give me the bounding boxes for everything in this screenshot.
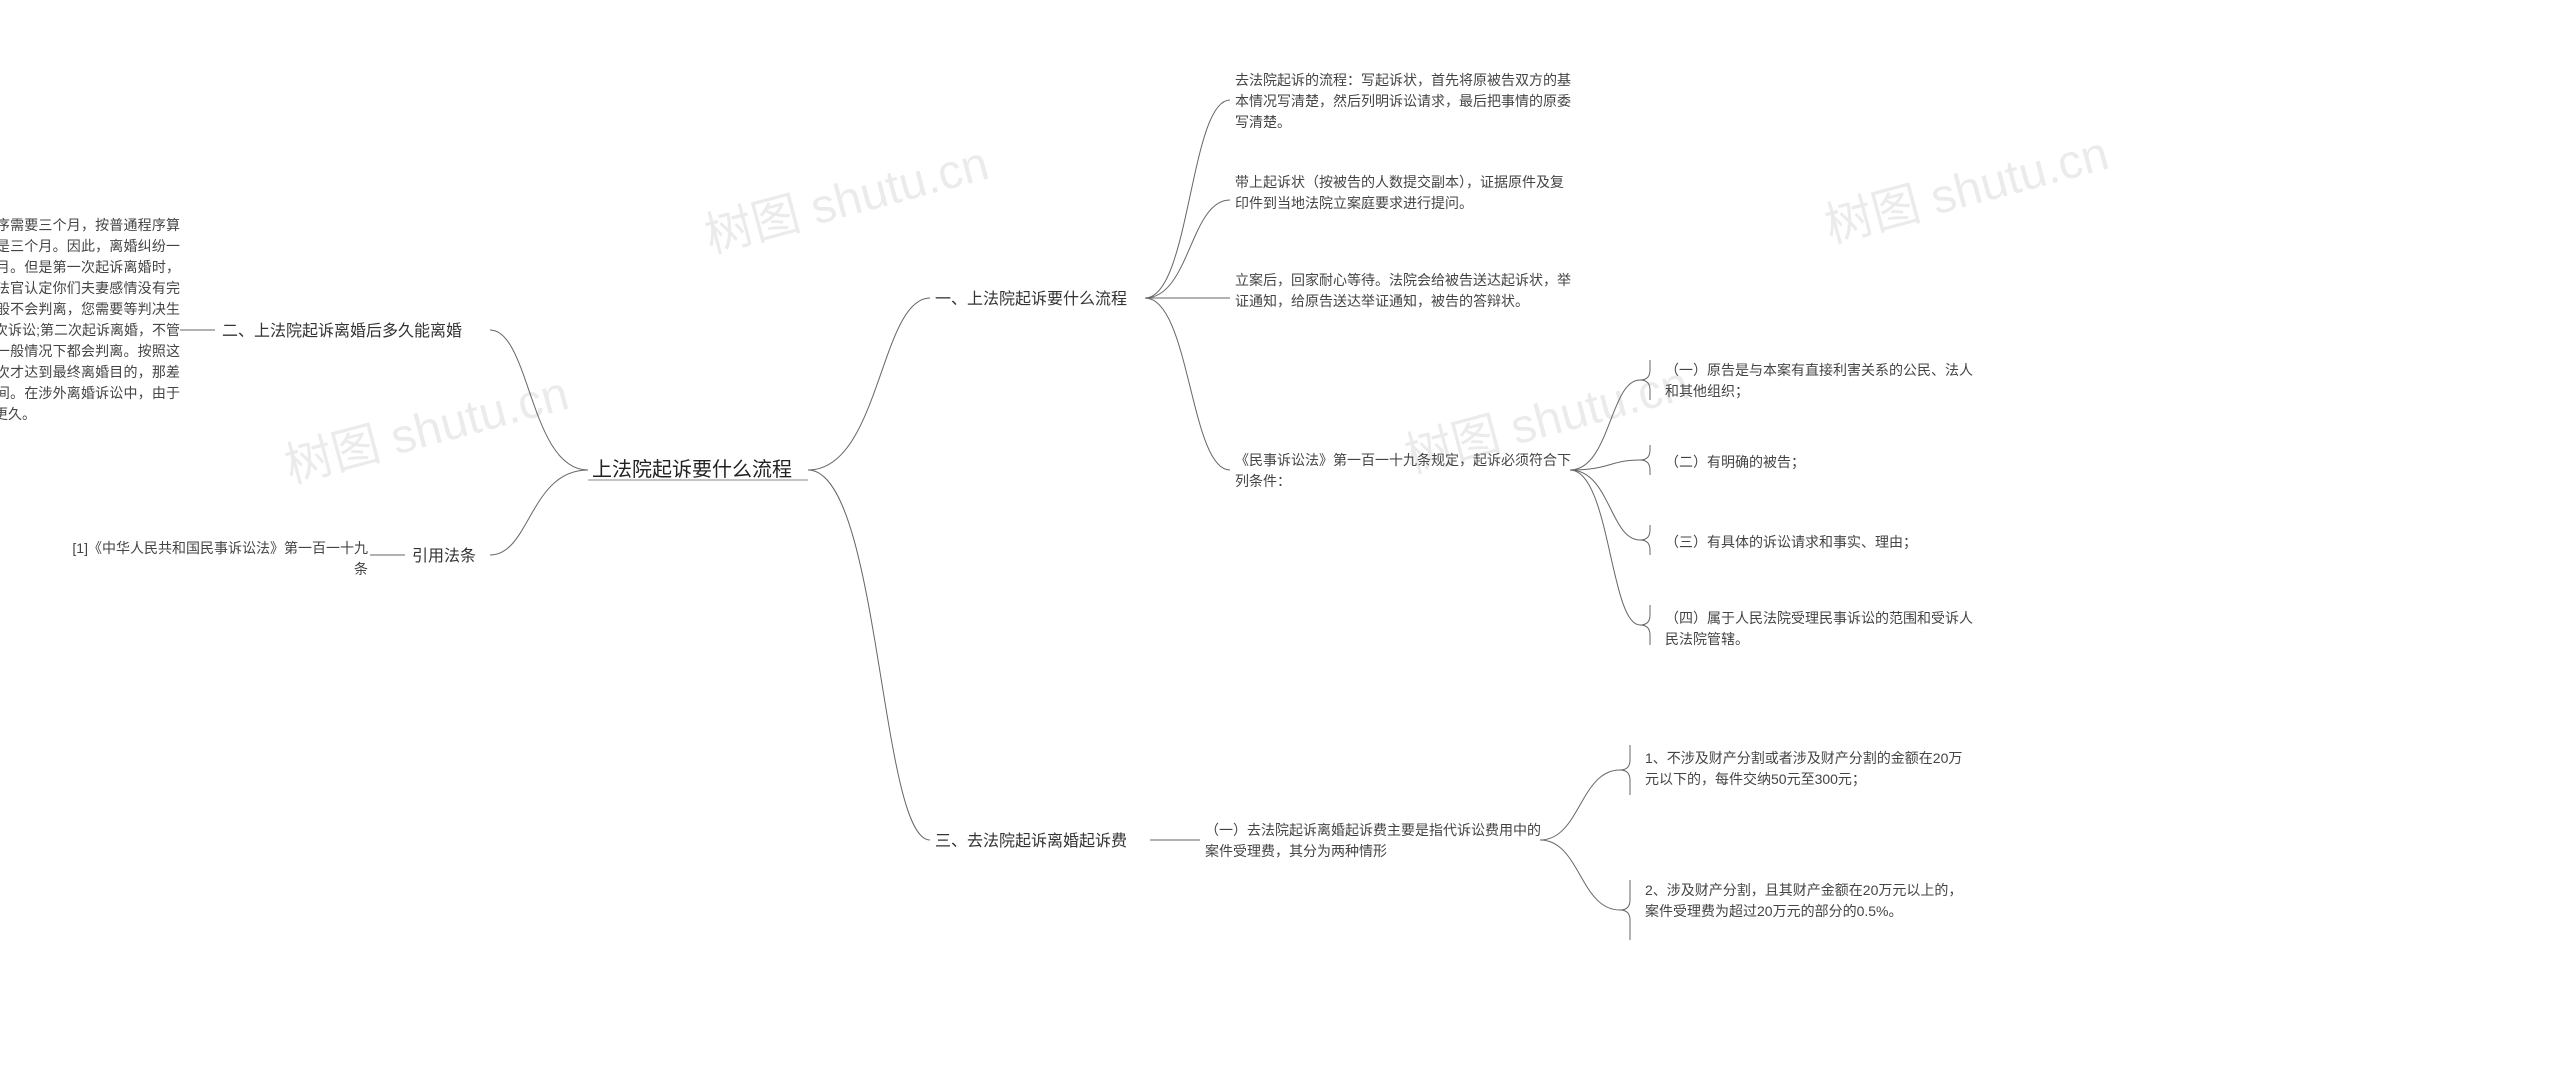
- leaf-fee-intro: （一）去法院起诉离婚起诉费主要是指代诉讼费用中的案件受理费，其分为两种情形: [1205, 820, 1545, 862]
- leaf-procedure-step2: 带上起诉状（按被告的人数提交副本），证据原件及复印件到当地法院立案庭要求进行提问…: [1235, 172, 1575, 214]
- mindmap-connectors: [0, 0, 2560, 1084]
- branch-fee: 三、去法院起诉离婚起诉费: [935, 830, 1127, 854]
- leaf-law-cond4: （四）属于人民法院受理民事诉讼的范围和受诉人民法院管辖。: [1665, 608, 1985, 650]
- leaf-divorce-duration-text: 通常离婚案件按照简易程序需要三个月，按普通程序算期限是六个月，二审期限是三个月。…: [0, 215, 180, 425]
- leaf-procedure-law: 《民事诉讼法》第一百一十九条规定，起诉必须符合下列条件：: [1235, 450, 1575, 492]
- watermark: 树图 shutu.cn: [1816, 114, 2115, 257]
- leaf-procedure-step1: 去法院起诉的流程：写起诉状，首先将原被告双方的基本情况写清楚，然后列明诉讼请求，…: [1235, 70, 1575, 133]
- mindmap-root: 上法院起诉要什么流程: [592, 455, 792, 485]
- branch-procedure: 一、上法院起诉要什么流程: [935, 288, 1127, 312]
- watermark: 树图 shutu.cn: [276, 354, 575, 497]
- leaf-fee-case1: 1、不涉及财产分割或者涉及财产分割的金额在20万元以下的，每件交纳50元至300…: [1645, 748, 1965, 790]
- watermark: 树图 shutu.cn: [696, 124, 995, 267]
- leaf-cited-law-text: [1]《中华人民共和国民事诉讼法》第一百一十九条: [68, 538, 368, 580]
- branch-divorce-duration: 二、上法院起诉离婚后多久能离婚: [222, 320, 462, 344]
- branch-cited-law: 引用法条: [412, 545, 476, 569]
- leaf-procedure-step3: 立案后，回家耐心等待。法院会给被告送达起诉状，举证通知，给原告送达举证通知，被告…: [1235, 270, 1575, 312]
- leaf-fee-case2: 2、涉及财产分割，且其财产金额在20万元以上的，案件受理费为超过20万元的部分的…: [1645, 880, 1965, 922]
- leaf-law-cond3: （三）有具体的诉讼请求和事实、理由；: [1665, 532, 1917, 553]
- leaf-law-cond2: （二）有明确的被告；: [1665, 452, 1805, 473]
- leaf-law-cond1: （一）原告是与本案有直接利害关系的公民、法人和其他组织；: [1665, 360, 1985, 402]
